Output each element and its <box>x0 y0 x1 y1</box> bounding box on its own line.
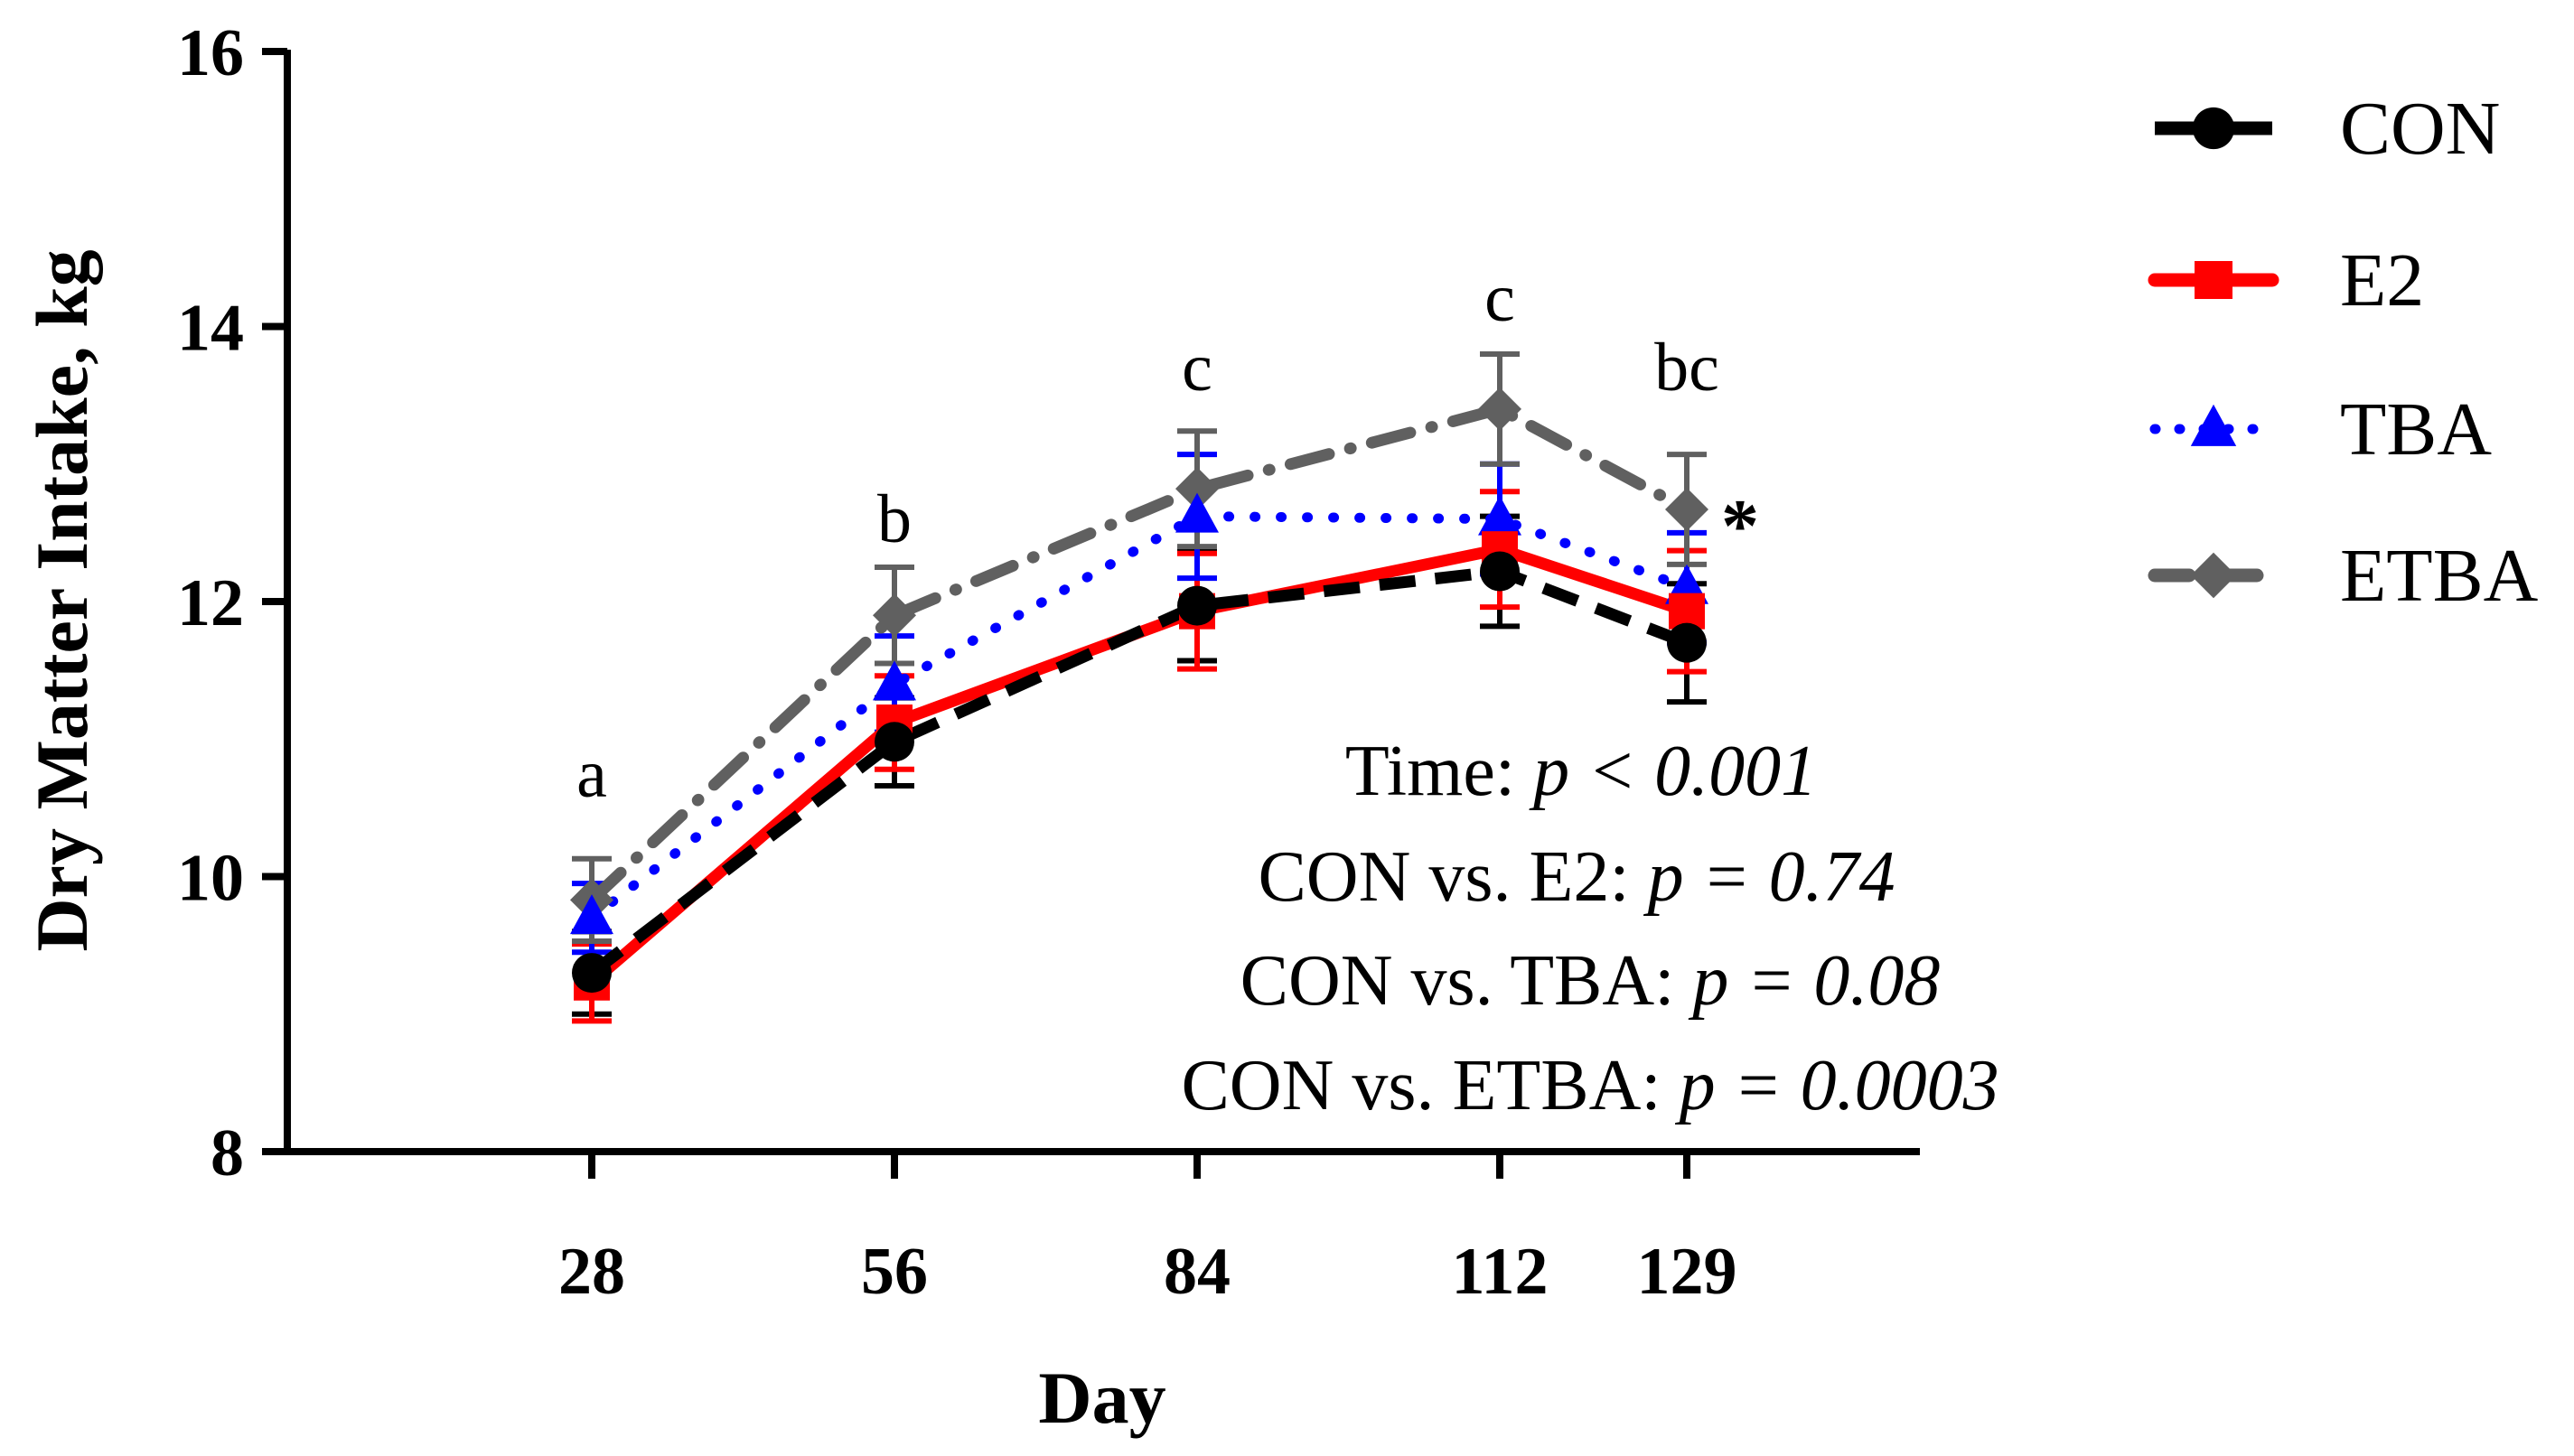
legend-marker-e2 <box>2195 261 2232 299</box>
x-tick-label: 56 <box>861 1235 928 1309</box>
x-tick-label: 84 <box>1164 1235 1231 1309</box>
series-line-etba <box>585 403 1693 906</box>
data-point-etba <box>1478 387 1521 431</box>
stat-label: CON vs. E2: <box>1258 837 1647 917</box>
series-markers <box>570 387 1708 1001</box>
stat-line: CON vs. TBA: p = 0.08 <box>1240 941 1941 1021</box>
letter-annotation: a <box>576 736 607 812</box>
x-tick-label: 129 <box>1637 1235 1737 1309</box>
stat-line: Time: p < 0.001 <box>1345 732 1817 811</box>
y-tick-label: 8 <box>211 1116 244 1190</box>
series-line-tba <box>586 511 1692 923</box>
data-point-etba <box>1665 487 1708 531</box>
data-point-con <box>1177 585 1217 626</box>
y-axis-title: Dry Matter Intake, kg <box>21 249 103 951</box>
y-tick-label: 16 <box>177 16 244 90</box>
legend-marker-con <box>2192 107 2235 150</box>
legend-label-con: CON <box>2340 87 2500 171</box>
significance-star: * <box>1721 484 1759 568</box>
stat-line: CON vs. ETBA: p = 0.0003 <box>1181 1046 1998 1125</box>
x-tick-label: 112 <box>1452 1235 1549 1309</box>
x-axis-title: Day <box>1038 1357 1165 1439</box>
data-point-con <box>1480 551 1520 592</box>
data-point-etba <box>1175 467 1219 511</box>
stat-p-value: p = 0.0003 <box>1675 1046 1999 1125</box>
legend-marker-etba <box>2190 552 2237 599</box>
stat-p-value: p = 0.74 <box>1643 837 1895 917</box>
legend-label-e2: E2 <box>2340 238 2424 322</box>
x-ticks: 28 56 84 112 129 <box>558 1152 1737 1309</box>
stat-p-value: p < 0.001 <box>1529 732 1817 811</box>
stat-p-value: p = 0.08 <box>1688 941 1940 1021</box>
stat-label: CON vs. ETBA: <box>1181 1046 1679 1125</box>
stat-label: Time: <box>1345 732 1533 811</box>
legend-label-tba: TBA <box>2340 387 2492 471</box>
data-point-tba <box>1175 492 1219 533</box>
y-tick-label: 10 <box>177 842 244 916</box>
letter-annotation: b <box>877 481 912 557</box>
data-point-tba <box>570 894 613 935</box>
stat-label: CON vs. TBA: <box>1240 941 1693 1021</box>
data-point-con <box>1667 622 1707 663</box>
y-tick-label: 12 <box>177 566 244 640</box>
data-point-con <box>572 953 612 994</box>
letter-annotation: c <box>1484 260 1515 336</box>
y-tick-label: 14 <box>177 292 244 366</box>
legend-label-etba: ETBA <box>2340 534 2539 618</box>
letter-annotation: bc <box>1654 330 1719 406</box>
data-point-tba <box>873 660 916 701</box>
data-point-etba <box>873 593 916 638</box>
error-bars <box>572 350 1707 1024</box>
letter-annotation: c <box>1182 330 1212 406</box>
data-point-con <box>875 722 914 762</box>
legend-marker-tba <box>2190 404 2237 446</box>
legend: CON E2 TBA ETBA <box>2148 87 2539 618</box>
stat-line: CON vs. E2: p = 0.74 <box>1258 837 1895 917</box>
data-point-tba <box>1478 495 1521 536</box>
series-line-con <box>588 565 1689 978</box>
x-tick-label: 28 <box>558 1235 625 1309</box>
y-ticks: 8 10 12 14 16 <box>177 16 287 1190</box>
